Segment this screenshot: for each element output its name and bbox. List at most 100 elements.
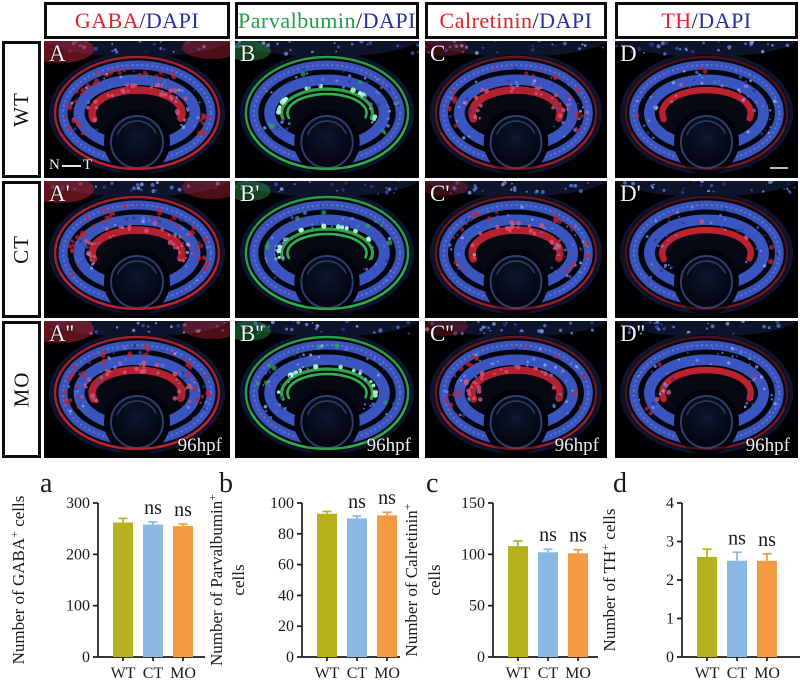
micro-panel-Bpp: B'' 96hpf [235,321,419,458]
retina-micrograph [235,181,419,318]
y-axis [297,502,303,658]
timepoint-label: 96hpf [554,435,599,456]
micro-panel-Ap: A' [44,181,230,318]
row-label-wt: WT [2,41,41,178]
bar-MO [173,526,193,657]
row-label-text: MO [9,371,33,408]
orientation-line [61,164,81,167]
ns-label: ns [539,524,557,546]
header-text-part: / [691,7,699,33]
y-axis [93,502,99,658]
header-text-part: / [532,7,540,33]
y-axis-title: cells [229,564,248,595]
y-tick-label: 200 [66,546,90,563]
bar-WT [113,522,133,657]
timepoint-label: 96hpf [366,435,411,456]
ns-label: ns [728,527,746,549]
bar-CT [347,518,367,657]
y-tick-label: 4 [666,495,674,512]
y-axis-title: Number of Parvalbumin+ [205,494,226,666]
retina-micrograph [235,41,419,178]
micro-panel-D: D [615,41,798,178]
bar-WT [697,556,717,657]
row-label-mo: MO [2,321,41,458]
retina-micrograph [44,321,230,458]
x-tick-label: MO [754,665,780,682]
header-text-part: / [139,7,146,33]
y-tick-label: 150 [461,495,485,512]
header-text-part: DAPI [145,7,200,33]
y-tick-label: 2 [666,572,674,589]
x-tick-label: CT [538,665,559,682]
y-tick-label: 40 [278,587,294,604]
micro-panel-Cpp: C'' 96hpf [425,321,607,458]
x-tick-label: MO [170,665,196,682]
panel-letter: D' [620,181,641,206]
micro-panel-C: C [425,41,607,178]
x-tick-label: CT [143,665,164,682]
timepoint-label: 96hpf [745,435,790,456]
y-tick-label: 100 [66,598,90,615]
bar-WT [508,546,528,657]
retina-micrograph [44,181,230,318]
panel-letter: B'' [240,321,264,346]
ns-label: ns [758,529,776,551]
y-axis [677,502,683,658]
retina-micrograph [425,181,607,318]
y-tick-label: 0 [286,649,294,666]
row-label-text: WT [9,92,33,127]
orientation-n: N [49,157,60,173]
column-header-3: TH / DAPI [615,2,798,39]
header-text-part: / [355,7,363,33]
chart-letter: b [219,468,233,499]
bar-CT [538,552,558,657]
retina-micrograph [615,181,798,318]
column-header-0: GABA / DAPI [44,2,230,39]
y-tick-label: 1 [666,611,674,628]
y-tick-label: 60 [278,557,294,574]
retina-micrograph [615,41,798,178]
y-axis-title: Number of GABA+ cells [7,496,28,665]
bar-chart-a: a 0 100 200 300 Number of GABA+ cells WT ns CT ns… [7,468,205,682]
panel-letter: D'' [620,321,645,346]
column-header-1: Parvalbumin / DAPI [235,2,419,39]
chart-panel-b: b 0 20 40 60 80 100 Number of Parvalbumin+ cells… [205,460,400,682]
y-tick-label: 80 [278,526,294,543]
y-tick-label: 0 [477,649,485,666]
charts-section: a 0 100 200 300 Number of GABA+ cells WT ns CT ns… [0,460,800,682]
x-tick-label: WT [695,665,720,682]
x-tick-label: WT [506,665,531,682]
retina-micrograph [235,321,419,458]
header-text-part: Calretinin [439,7,533,33]
micro-panel-Dp: D' [615,181,798,318]
bar-MO [568,553,588,657]
bar-WT [317,513,337,657]
bar-CT [143,524,163,657]
y-tick-label: 20 [278,618,294,635]
panel-letter: C'' [430,321,454,346]
retina-micrograph [44,41,230,178]
header-text-part: TH [661,7,692,33]
bar-chart-d: d 0 1 2 3 4 Number of TH+ cells WT ns CT ns MO [598,468,800,682]
retina-micrograph [425,41,607,178]
retina-micrograph [615,321,798,458]
ns-label: ns [144,497,162,519]
panel-letter: C [430,41,446,66]
chart-letter: c [426,468,438,499]
bar-CT [727,560,747,657]
micro-panel-B: B [235,41,419,178]
y-axis-title: cells [425,564,444,595]
ns-label: ns [348,491,366,513]
row-label-ct: CT [2,181,41,318]
chart-panel-d: d 0 1 2 3 4 Number of TH+ cells WT ns CT ns MO [598,460,800,682]
y-axis-title: Number of TH+ cells [598,509,619,652]
y-tick-label: 300 [66,495,90,512]
bar-MO [757,560,777,657]
chart-panel-a: a 0 100 200 300 Number of GABA+ cells WT ns CT ns… [0,460,205,682]
panel-letter: D [620,41,637,66]
chart-panel-c: c 0 50 100 150 Number of Calretinin+ cells WT ns… [400,460,598,682]
panel-letter: A'' [49,321,74,346]
x-tick-label: MO [565,665,591,682]
